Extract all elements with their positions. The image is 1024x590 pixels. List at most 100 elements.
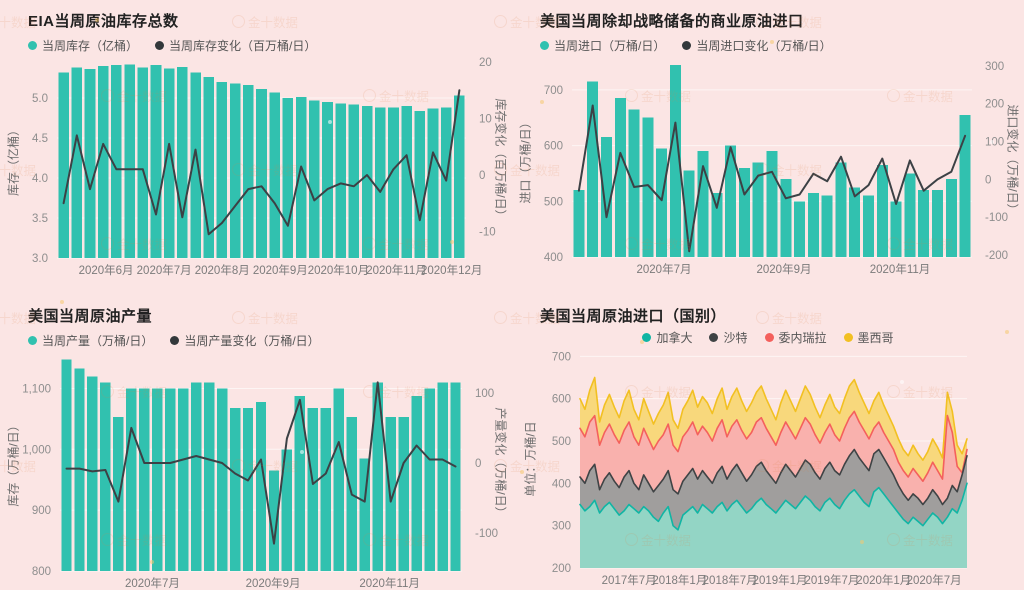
legend-label: 墨西哥 <box>857 331 894 345</box>
bar <box>411 395 422 571</box>
bar <box>614 98 626 257</box>
bar <box>178 388 189 571</box>
bar <box>203 382 215 571</box>
y-axis-label-right: 产量变化（万桶/日） <box>493 407 508 519</box>
bar <box>58 72 69 259</box>
bar <box>163 68 175 259</box>
legend-dot-icon <box>28 336 37 345</box>
chart-card-imports-by-country: 美国当周原油进口（国别） 加拿大 沙特 委内瑞拉 墨西哥 单位：万桶/日 200… <box>512 295 1024 590</box>
legend-item: 沙特 <box>709 329 748 346</box>
bar <box>780 179 792 257</box>
bar <box>794 201 806 257</box>
y-axis-tick-right: 0 <box>479 170 485 182</box>
chart-plot: 400 500 600 700 -200 -100 0 100 200 300 2020年7月 202… <box>544 61 1008 276</box>
chart-card-commercial-imports: 美国当周除却战略储备的商业原油进口 当周进口（万桶/日） 当周进口变化（万桶/日… <box>512 0 1024 295</box>
x-axis-tick: 2019年7月 <box>804 573 859 587</box>
bar <box>454 95 465 258</box>
y-axis-label-left: 库存（万桶/日） <box>6 419 21 507</box>
legend-item: 墨西哥 <box>843 329 894 346</box>
x-axis-tick: 2020年9月 <box>246 576 301 590</box>
y-axis-tick-right: -200 <box>985 250 1008 262</box>
bar <box>203 77 214 258</box>
legend-label: 当周进口（万桶/日） <box>554 39 666 53</box>
y-axis-tick: 600 <box>544 141 563 153</box>
bar <box>139 388 150 571</box>
bar <box>137 67 149 258</box>
bar <box>398 417 409 571</box>
legend: 加拿大 沙特 委内瑞拉 墨西哥 <box>512 329 1024 346</box>
bar <box>628 109 640 258</box>
bar <box>295 97 307 258</box>
bar <box>255 401 267 571</box>
bar <box>111 65 122 258</box>
line-series <box>579 482 968 531</box>
y-axis-label-left: 库存（亿桶） <box>6 123 21 197</box>
x-axis-tick: 2020年7月 <box>125 576 180 590</box>
legend: 当周进口（万桶/日） 当周进口变化（万桶/日） <box>540 37 832 54</box>
y-axis-tick: 5.0 <box>32 93 48 105</box>
y-axis-tick: 1,100 <box>22 383 51 395</box>
y-axis-tick-right: 0 <box>985 174 991 186</box>
bar <box>359 458 370 571</box>
bar <box>84 69 96 258</box>
chart-card-production: 美国当周原油产量 当周产量（万桶/日） 当周产量变化（万桶/日） 库存（万桶/日… <box>0 295 512 590</box>
bar <box>333 388 344 571</box>
bar <box>918 190 930 257</box>
bar <box>61 359 72 571</box>
chart-title: EIA当周原油库存总数 <box>28 13 179 30</box>
y-axis-tick: 700 <box>544 85 563 97</box>
legend-item: 当周产量变化（万桶/日） <box>170 332 320 349</box>
line-series <box>579 448 968 506</box>
bar <box>450 382 461 571</box>
bar <box>74 368 85 571</box>
y-axis-tick-right: 10 <box>479 113 492 125</box>
bar <box>711 192 723 257</box>
y-axis-tick: 3.0 <box>32 253 48 265</box>
bar <box>424 388 435 571</box>
legend-item: 加拿大 <box>642 329 692 346</box>
legend-label: 当周产量变化（万桶/日） <box>184 334 320 348</box>
bar <box>165 388 176 571</box>
line-series <box>579 410 968 482</box>
bar <box>573 190 585 257</box>
legend-item: 当周产量（万桶/日） <box>28 332 153 349</box>
bar <box>959 114 971 258</box>
y-axis-tick: 700 <box>552 351 571 363</box>
x-axis-tick: 2020年7月 <box>907 573 962 587</box>
x-axis-tick: 2018年1月 <box>652 573 707 587</box>
legend-item: 当周库存（亿桶） <box>28 37 138 54</box>
y-axis-tick: 600 <box>552 394 571 406</box>
y-axis-tick: 300 <box>552 521 571 533</box>
bar <box>738 167 750 257</box>
y-axis-tick-right: 200 <box>985 99 1004 111</box>
bar <box>697 151 709 257</box>
legend-item: 当周进口变化（万桶/日） <box>682 37 832 54</box>
y-axis-tick: 4.0 <box>32 173 48 185</box>
chart-card-eia-inventory: EIA当周原油库存总数 当周库存（亿桶） 当周库存变化（百万桶/日） 库存（亿桶… <box>0 0 512 295</box>
x-axis-tick: 2020年1月 <box>856 573 911 587</box>
legend-dot-icon <box>764 333 774 342</box>
legend: 当周库存（亿桶） 当周库存变化（百万桶/日） <box>28 37 316 54</box>
x-axis-tick: 2020年11月 <box>870 262 931 276</box>
bar <box>87 376 98 571</box>
y-axis-label-right: 进口变化（万桶/日） <box>1005 104 1020 216</box>
line-series <box>577 104 967 253</box>
bar <box>932 190 943 257</box>
bar <box>320 407 332 571</box>
x-axis-tick: 2020年11月 <box>366 263 427 277</box>
y-axis-tick: 400 <box>552 478 571 490</box>
y-axis-tick: 500 <box>552 436 571 448</box>
legend-dot-icon <box>540 41 549 50</box>
bar <box>229 407 241 571</box>
bar <box>229 83 241 258</box>
legend-label: 当周进口变化（万桶/日） <box>696 39 832 53</box>
bar <box>904 173 916 257</box>
y-axis-tick-right: -10 <box>479 226 496 238</box>
bar <box>282 98 294 258</box>
y-axis-tick-right: -100 <box>985 212 1008 224</box>
bar <box>414 110 426 258</box>
legend-dot-icon <box>170 336 180 345</box>
x-axis-tick: 2020年11月 <box>359 576 420 590</box>
legend-dot-icon <box>155 41 165 50</box>
bar <box>440 107 452 258</box>
